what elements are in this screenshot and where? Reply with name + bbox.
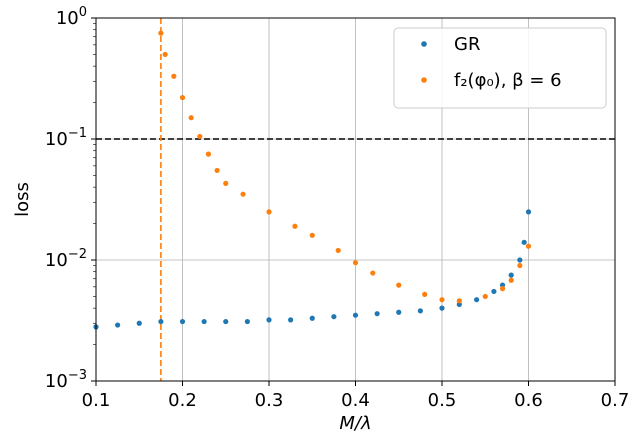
data-point (158, 318, 164, 325)
data-point (158, 30, 164, 36)
data-point (201, 318, 207, 325)
data-point (396, 309, 402, 315)
legend-label: GR (454, 34, 480, 55)
data-point (162, 51, 168, 58)
data-point (474, 297, 480, 303)
x-axis-label: M/λ (339, 413, 371, 434)
data-point (309, 232, 315, 238)
y-axis-label: loss (12, 182, 33, 217)
x-tick-label: 0.3 (255, 390, 284, 411)
data-point (491, 288, 497, 295)
data-point (223, 180, 229, 186)
data-point (525, 243, 532, 249)
x-tick-label: 0.2 (168, 390, 197, 411)
data-point (240, 191, 246, 197)
x-tick-label: 0.6 (514, 390, 543, 411)
data-point (439, 305, 445, 311)
data-point (422, 291, 428, 297)
data-point (352, 260, 359, 266)
data-point (266, 209, 272, 215)
series-f2 (158, 30, 532, 304)
data-point (456, 298, 462, 304)
data-point (417, 308, 423, 314)
x-tick-label: 0.1 (82, 390, 111, 411)
data-point (197, 133, 203, 140)
data-point (370, 270, 376, 276)
data-point (521, 239, 527, 245)
data-point (508, 277, 514, 283)
y-tick-label: 100 (56, 5, 87, 29)
data-point (115, 322, 121, 328)
data-point (517, 257, 523, 263)
data-point (439, 297, 445, 303)
x-tick-label: 0.5 (428, 390, 457, 411)
legend: GR f₂(φ₀), β = 6 (393, 27, 607, 109)
x-tick-label: 0.7 (601, 390, 630, 411)
data-point (244, 318, 250, 325)
data-point (179, 318, 186, 325)
axis-ticks: 0.1 0.2 0.3 0.4 0.5 0.6 0.7 100 10−1 10−2 10−3 (45, 5, 629, 411)
data-point (205, 151, 212, 157)
data-point (352, 312, 359, 318)
data-point (171, 73, 177, 79)
data-point (331, 314, 337, 320)
data-point (136, 320, 142, 326)
legend-label: f₂(φ₀), β = 6 (454, 70, 562, 91)
data-point (517, 262, 523, 269)
y-tick-label: 10−2 (45, 247, 87, 271)
legend-marker (421, 41, 427, 47)
legend-box (393, 27, 607, 109)
data-point (335, 247, 341, 254)
data-point (288, 317, 294, 323)
y-tick-label: 10−1 (45, 126, 87, 150)
data-point (499, 286, 506, 292)
data-point (309, 315, 315, 321)
data-point (525, 209, 532, 215)
x-tick-label: 0.4 (341, 390, 370, 411)
data-point (508, 272, 514, 278)
y-tick-label: 10−3 (45, 368, 87, 392)
legend-marker (421, 77, 427, 83)
data-point (482, 293, 488, 300)
data-point (292, 223, 298, 229)
data-point (179, 94, 186, 101)
data-point (188, 115, 194, 121)
series-gr (93, 209, 532, 330)
data-point (374, 311, 380, 317)
data-point (396, 282, 402, 288)
data-point (266, 317, 272, 323)
data-point (223, 318, 229, 325)
data-point (214, 167, 220, 174)
